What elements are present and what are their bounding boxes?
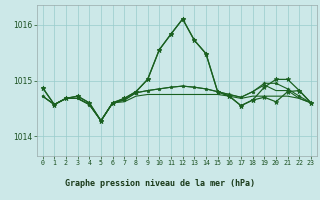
Text: Graphe pression niveau de la mer (hPa): Graphe pression niveau de la mer (hPa) xyxy=(65,179,255,188)
